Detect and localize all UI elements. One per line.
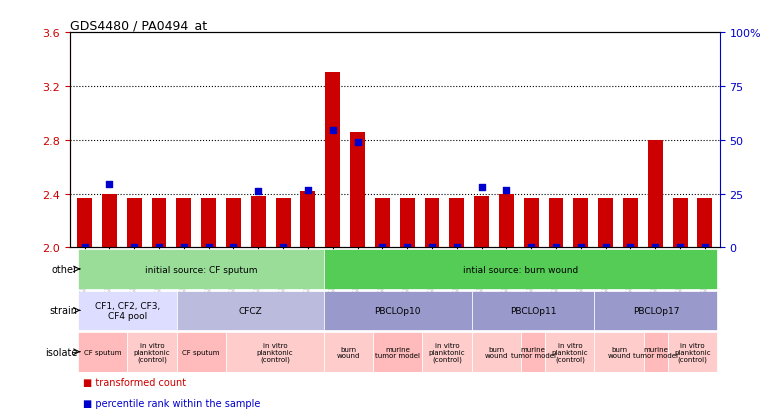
Bar	[644, 332, 668, 372]
Text: CFCZ: CFCZ	[238, 306, 262, 315]
Bar	[251, 197, 265, 248]
Point	[252, 188, 265, 195]
Point	[574, 244, 587, 251]
Bar	[325, 74, 340, 248]
Text: strain: strain	[49, 306, 77, 316]
Point	[525, 244, 537, 251]
Bar	[471, 332, 521, 372]
Text: burn
wound: burn wound	[485, 346, 508, 358]
Bar	[226, 332, 324, 372]
Bar	[176, 198, 191, 248]
Point	[649, 244, 662, 251]
Bar	[574, 198, 588, 248]
Text: GDS4480 / PA0494_at: GDS4480 / PA0494_at	[70, 19, 207, 32]
Point	[401, 244, 413, 251]
Bar	[668, 332, 717, 372]
Text: CF1, CF2, CF3,
CF4 pool: CF1, CF2, CF3, CF4 pool	[94, 301, 160, 320]
Bar	[201, 198, 216, 248]
Bar	[276, 198, 290, 248]
Bar	[474, 197, 489, 248]
Text: PBCLOp17: PBCLOp17	[632, 306, 679, 315]
Bar	[549, 198, 563, 248]
Bar	[176, 332, 226, 372]
Text: CF sputum: CF sputum	[183, 349, 220, 355]
Text: PBCLOp11: PBCLOp11	[510, 306, 557, 315]
Point	[228, 244, 240, 251]
Point	[500, 187, 512, 193]
Point	[277, 244, 289, 251]
Bar	[450, 198, 464, 248]
Bar	[546, 332, 594, 372]
Point	[376, 244, 389, 251]
Bar	[176, 291, 324, 330]
Text: murine
tumor model: murine tumor model	[375, 346, 420, 358]
Bar	[594, 291, 717, 330]
Bar	[424, 198, 440, 248]
Point	[600, 244, 612, 251]
Point	[625, 244, 637, 251]
Text: ■ percentile rank within the sample: ■ percentile rank within the sample	[83, 398, 260, 408]
Point	[203, 244, 215, 251]
Bar	[623, 198, 638, 248]
Bar	[324, 250, 717, 289]
Text: in vitro
planktonic
(control): in vitro planktonic (control)	[429, 342, 465, 362]
Bar	[324, 332, 373, 372]
Bar	[78, 291, 176, 330]
Text: ■ transformed count: ■ transformed count	[83, 377, 186, 387]
Point	[103, 181, 115, 188]
Bar	[300, 192, 315, 248]
Bar	[673, 198, 687, 248]
Text: burn
wound: burn wound	[608, 346, 631, 358]
Bar	[102, 194, 117, 248]
Point	[674, 244, 687, 251]
Text: in vitro
planktonic
(control): in vitro planktonic (control)	[257, 342, 293, 362]
Text: initial source: CF sputum: initial source: CF sputum	[145, 265, 258, 274]
Point	[550, 244, 562, 251]
Bar	[471, 291, 594, 330]
Point	[177, 244, 190, 251]
Bar	[598, 198, 613, 248]
Bar	[226, 198, 241, 248]
Point	[327, 128, 339, 134]
Point	[78, 244, 91, 251]
Bar	[350, 133, 365, 248]
Text: other: other	[51, 264, 77, 274]
Text: in vitro
planktonic
(control): in vitro planktonic (control)	[674, 342, 711, 362]
Text: in vitro
planktonic
(control): in vitro planktonic (control)	[552, 342, 588, 362]
Point	[152, 244, 165, 251]
Bar	[324, 291, 471, 330]
Bar	[128, 332, 176, 372]
Text: CF sputum: CF sputum	[84, 349, 122, 355]
Bar	[423, 332, 471, 372]
Bar	[648, 140, 663, 248]
Bar	[77, 198, 92, 248]
Bar	[499, 194, 514, 248]
Point	[450, 244, 463, 251]
Bar	[78, 332, 128, 372]
Point	[699, 244, 711, 251]
Text: isolate: isolate	[45, 347, 77, 357]
Text: burn
wound: burn wound	[337, 346, 361, 358]
Point	[128, 244, 140, 251]
Bar	[697, 198, 712, 248]
Point	[351, 140, 364, 146]
Bar	[373, 332, 423, 372]
Text: PBCLOp10: PBCLOp10	[375, 306, 421, 315]
Text: in vitro
planktonic
(control): in vitro planktonic (control)	[134, 342, 170, 362]
Bar	[152, 198, 166, 248]
Bar	[521, 332, 546, 372]
Point	[426, 244, 438, 251]
Bar	[399, 198, 415, 248]
Text: intial source: burn wound: intial source: burn wound	[463, 265, 578, 274]
Bar	[524, 198, 539, 248]
Bar	[127, 198, 142, 248]
Text: murine
tumor model: murine tumor model	[511, 346, 556, 358]
Bar	[78, 250, 324, 289]
Text: murine
tumor model: murine tumor model	[633, 346, 678, 358]
Point	[475, 184, 488, 191]
Bar	[375, 198, 390, 248]
Point	[302, 187, 314, 193]
Bar	[594, 332, 644, 372]
